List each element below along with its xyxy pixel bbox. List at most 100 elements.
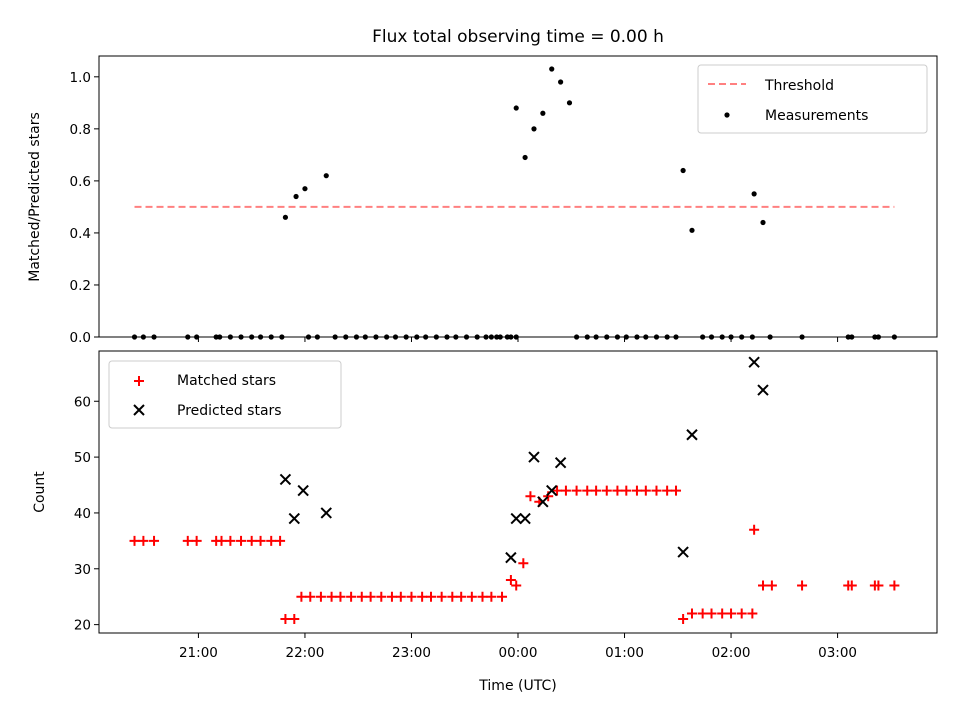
legend-matched-label: Matched stars: [177, 373, 276, 389]
measurement-point: [875, 334, 882, 340]
measurement-point: [384, 334, 390, 340]
matched-star-marker: [225, 535, 236, 546]
matched-star-marker: [447, 591, 458, 602]
top-y-tick-label: 0.6: [70, 174, 91, 190]
predicted-star-marker: [297, 484, 309, 497]
measurement-point: [573, 334, 580, 340]
top-y-tick-label: 0.0: [70, 330, 91, 346]
measurement-point: [362, 334, 368, 340]
matched-star-marker: [671, 485, 682, 496]
bottom-y-tick-label: 50: [74, 450, 91, 466]
matched-star-marker: [766, 580, 777, 591]
matched-star-marker: [511, 580, 522, 591]
matched-star-marker: [376, 591, 387, 602]
matched-star-marker: [386, 591, 397, 602]
measurement-point: [719, 334, 725, 340]
legend-measurements-swatch: [724, 112, 730, 118]
measurement-point: [513, 334, 519, 340]
measurement-point: [423, 334, 429, 340]
predicted-star-marker: [748, 356, 760, 368]
measurement-point: [433, 334, 439, 340]
measurement-point: [305, 334, 312, 340]
measurement-point: [343, 334, 349, 340]
legend-matched-swatch: [134, 376, 144, 386]
measurement-point: [593, 334, 599, 340]
matched-star-marker: [406, 591, 417, 602]
measurement-point: [185, 334, 191, 340]
measurement-point: [302, 186, 308, 192]
measurement-point: [799, 334, 805, 340]
measurement-point: [140, 334, 146, 340]
measurement-point: [151, 334, 157, 340]
top-y-tick-label: 0.4: [70, 226, 91, 242]
measurement-point: [293, 193, 299, 200]
x-tick-label: 22:00: [285, 645, 324, 661]
x-tick-label: 01:00: [605, 645, 644, 661]
matched-star-marker: [582, 485, 593, 496]
measurement-point: [531, 126, 537, 132]
matched-star-marker: [266, 535, 277, 546]
bottom-y-tick-label: 60: [74, 394, 91, 410]
bottom-y-tick-label: 20: [74, 618, 91, 634]
measurement-point: [453, 334, 459, 340]
bottom-y-tick-label: 40: [74, 506, 91, 522]
matched-star-marker: [417, 591, 428, 602]
measurement-point: [323, 173, 329, 179]
top-y-tick-label: 0.8: [70, 122, 91, 138]
matched-star-marker: [726, 608, 737, 619]
measurement-point: [643, 334, 649, 340]
predicted-star-marker: [537, 496, 549, 508]
matched-star-marker: [466, 591, 477, 602]
matched-star-marker: [797, 580, 808, 591]
measurement-point: [739, 334, 745, 340]
matched-star-marker: [717, 608, 728, 619]
top-y-axis-label: Matched/Predicted stars: [27, 112, 43, 282]
measurement-point: [728, 334, 734, 340]
matched-star-marker: [697, 608, 708, 619]
measurement-point: [508, 334, 514, 340]
measurement-point: [767, 334, 773, 340]
measurement-point: [373, 334, 379, 340]
predicted-star-marker: [505, 551, 517, 564]
matched-star-marker: [356, 591, 367, 602]
measurement-point: [749, 334, 755, 340]
x-tick-label: 00:00: [499, 645, 538, 661]
predicted-star-marker: [519, 512, 531, 525]
measurement-point: [414, 334, 420, 340]
x-tick-label: 23:00: [392, 645, 431, 661]
measurement-point: [257, 334, 264, 340]
predicted-star-marker: [510, 512, 522, 525]
measurement-point: [444, 334, 450, 340]
matched-star-marker: [255, 535, 266, 546]
measurement-point: [584, 334, 590, 340]
measurement-point: [227, 334, 233, 340]
matched-star-marker: [505, 574, 516, 585]
measurement-point: [279, 334, 285, 340]
measurement-point: [673, 334, 679, 340]
matched-star-marker: [846, 580, 857, 591]
measurement-point: [353, 334, 360, 340]
measurement-point: [653, 334, 660, 340]
measurement-point: [463, 334, 470, 340]
measurement-point: [700, 334, 706, 340]
matched-star-marker: [486, 591, 497, 602]
matched-star-marker: [395, 591, 406, 602]
predicted-star-marker: [288, 512, 301, 525]
measurement-point: [540, 110, 546, 116]
matched-star-marker: [305, 591, 316, 602]
legend-predicted-swatch: [133, 404, 145, 416]
matched-star-marker: [749, 524, 760, 535]
matched-star-marker: [560, 485, 571, 496]
matched-star-marker: [138, 535, 149, 546]
matched-star-marker: [149, 535, 160, 546]
measurement-point: [708, 334, 715, 340]
measurement-point: [282, 214, 289, 220]
measurement-point: [604, 334, 610, 340]
matched-star-marker: [651, 485, 662, 496]
matched-star-marker: [497, 591, 508, 602]
measurement-point: [760, 219, 766, 226]
predicted-star-marker: [320, 507, 332, 519]
matched-star-marker: [280, 614, 291, 625]
predicted-star-marker: [677, 546, 689, 558]
